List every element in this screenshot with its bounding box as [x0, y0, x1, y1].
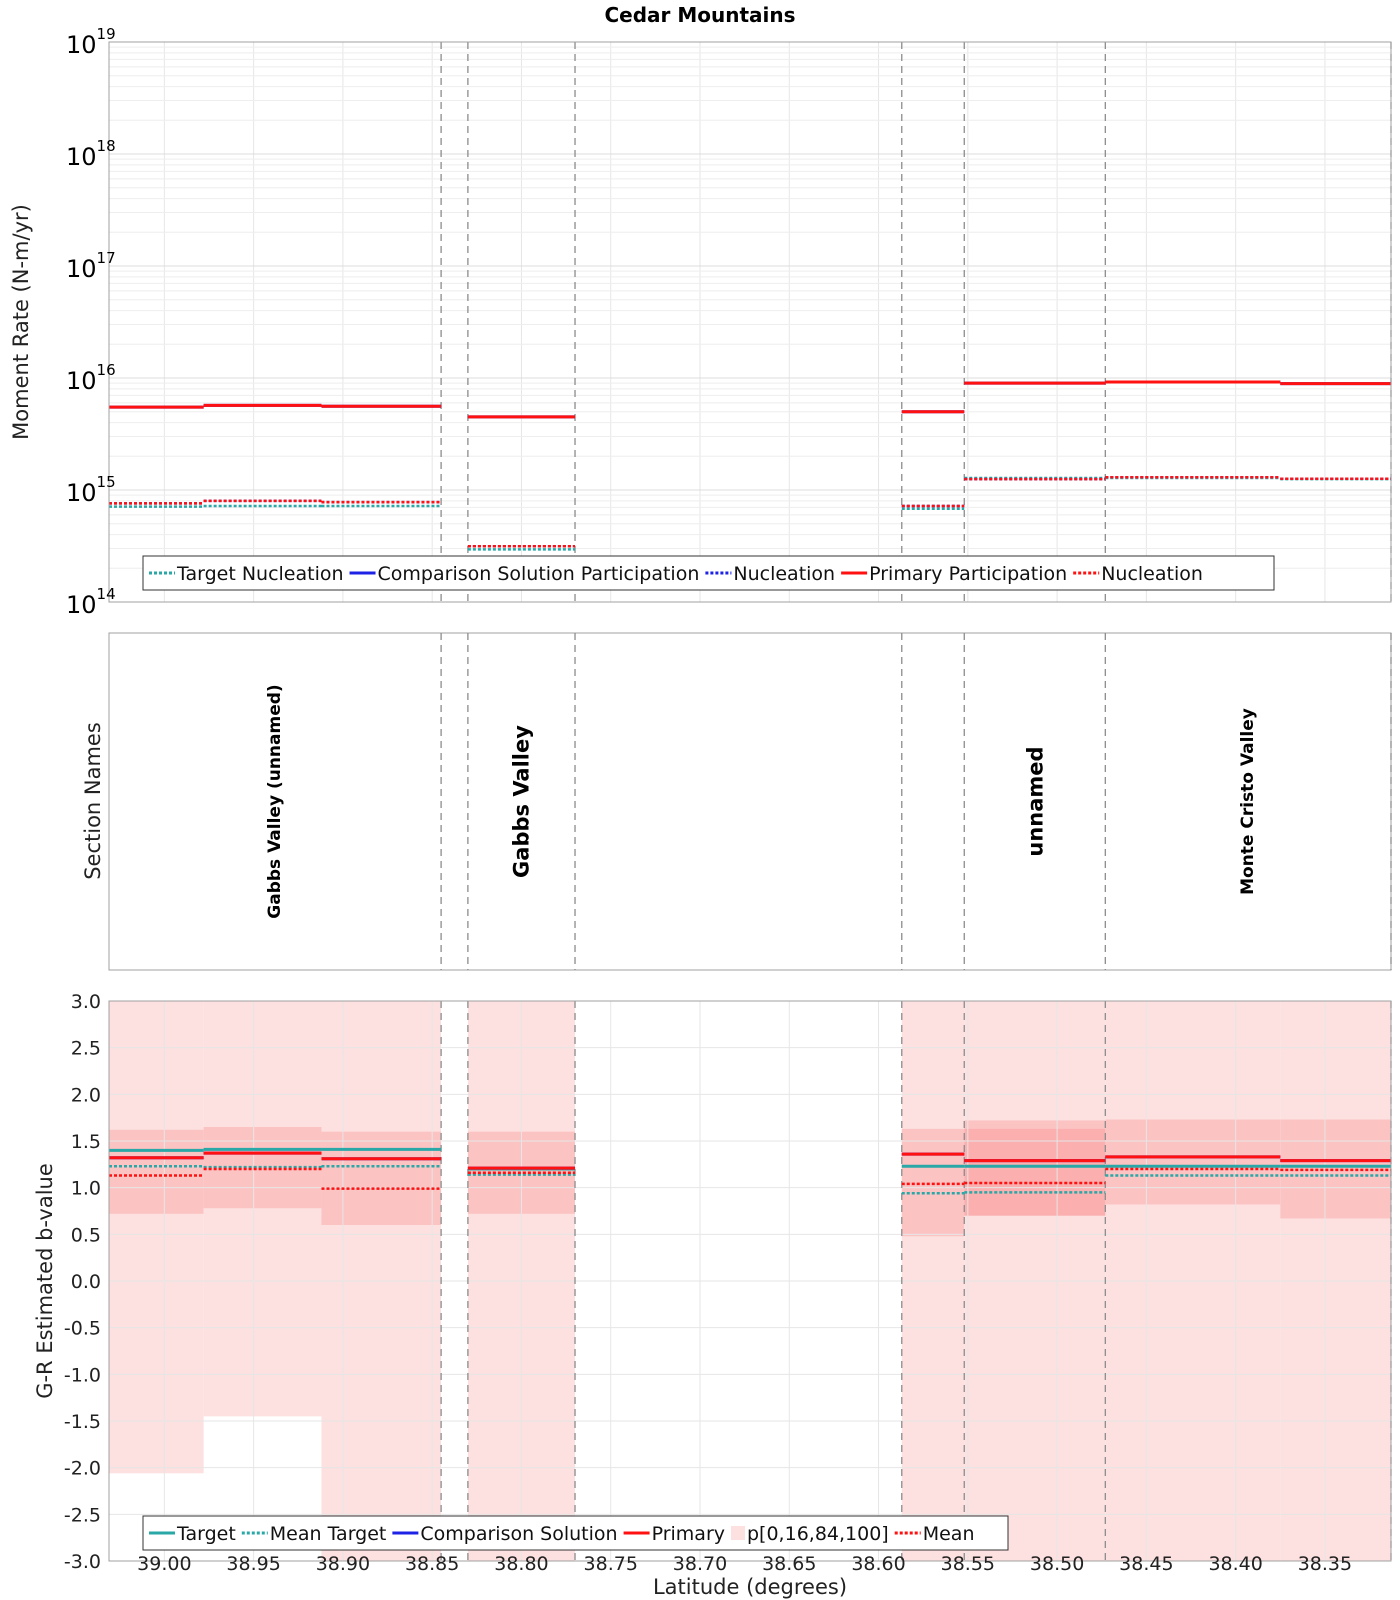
bvalue-y-tick-label: -1.0 — [64, 1364, 101, 1386]
bvalue-y-tick-label: -2.0 — [64, 1458, 101, 1480]
legend-label: Primary — [652, 1523, 725, 1545]
section-y-label: Section Names — [81, 722, 105, 880]
legend-label: Comparison Solution Participation — [378, 563, 700, 585]
x-tick-label: 38.75 — [584, 1553, 638, 1575]
bvalue-y-tick-label: -3.0 — [64, 1551, 101, 1573]
x-tick-label: 39.00 — [137, 1553, 191, 1575]
x-tick-label: 38.90 — [316, 1553, 370, 1575]
bvalue-y-tick-label: 1.0 — [71, 1178, 101, 1200]
x-tick-label: 38.95 — [226, 1553, 280, 1575]
bvalue-y-ticks: 3.0 2.5 2.0 1.5 1.0 0.5 0.0 -0.5 -1.0 -1.5 -2.0 -2.… — [64, 991, 101, 1573]
section-names-panel: Gabbs Valley (unnamed) Gabbs Valley unname… — [81, 632, 1392, 971]
legend-label: Mean — [923, 1523, 975, 1545]
section-boundaries — [440, 633, 1392, 970]
moment-y-tick-label: 1017 — [66, 249, 116, 283]
moment-gridlines — [109, 42, 1391, 603]
x-tick-label: 38.80 — [494, 1553, 548, 1575]
x-tick-label: 38.85 — [405, 1553, 459, 1575]
percentile-band-outer — [109, 1001, 204, 1474]
section-name-label: Gabbs Valley (unnamed) — [265, 684, 285, 918]
bvalue-y-tick-label: -1.5 — [64, 1411, 101, 1433]
percentile-band-inner — [321, 1131, 442, 1225]
x-tick-label: 38.45 — [1119, 1553, 1173, 1575]
moment-y-tick-label: 1014 — [66, 585, 116, 619]
x-tick-label: 38.50 — [1030, 1553, 1084, 1575]
moment-legend: Target Nucleation Comparison Solution Par… — [142, 555, 1275, 591]
moment-rate-panel: 1014 1015 1016 1017 1018 1019 Moment Rate (N-… — [9, 25, 1392, 619]
legend-label: p[0,16,84,100] — [747, 1523, 889, 1545]
moment-series — [109, 380, 1391, 551]
percentile-band-outer — [203, 1001, 322, 1417]
section-name-label: Gabbs Valley — [509, 725, 533, 878]
bvalue-y-tick-label: 2.5 — [71, 1038, 101, 1060]
x-tick-label: 38.40 — [1208, 1553, 1262, 1575]
section-plot-frame — [108, 632, 1392, 971]
section-name-label: Monte Cristo Valley — [1238, 708, 1258, 895]
moment-y-tick-label: 1019 — [66, 25, 116, 59]
bvalue-legend-entries: Target Mean Target Comparison Solution Prim… — [149, 1523, 975, 1545]
chart-title: Cedar Mountains — [604, 3, 795, 27]
x-tick-label: 38.60 — [851, 1553, 905, 1575]
bvalue-y-tick-label: 3.0 — [71, 991, 101, 1013]
percentile-band-inner — [109, 1129, 204, 1214]
moment-y-tick-label: 1015 — [66, 473, 116, 507]
legend-swatch-band — [731, 1526, 745, 1540]
percentile-band-overlap — [964, 1128, 1106, 1216]
x-axis-label: Latitude (degrees) — [653, 1575, 847, 1599]
bvalue-y-tick-label: -0.5 — [64, 1318, 101, 1340]
bvalue-y-tick-label: 2.0 — [71, 1084, 101, 1106]
legend-label: Target Nucleation — [176, 563, 344, 585]
bvalue-legend-box — [142, 1515, 1009, 1551]
moment-y-label: Moment Rate (N-m/yr) — [9, 204, 33, 440]
percentile-band-inner — [1105, 1119, 1281, 1205]
legend-label: Mean Target — [270, 1523, 387, 1545]
bvalue-legend: Target Mean Target Comparison Solution Prim… — [142, 1515, 1009, 1551]
bvalue-plot-frame — [108, 1000, 1392, 1562]
bvalue-y-label: G-R Estimated b-value — [33, 1163, 57, 1399]
x-tick-label: 38.65 — [762, 1553, 816, 1575]
bvalue-series — [109, 1147, 1391, 1195]
x-tick-label: 38.70 — [673, 1553, 727, 1575]
percentile-band-inner — [901, 1128, 965, 1237]
bvalue-y-tick-label: -2.5 — [64, 1504, 101, 1526]
bvalue-panel: 3.0 2.5 2.0 1.5 1.0 0.5 0.0 -0.5 -1.0 -1.5 -2.0 -2.… — [33, 991, 1392, 1573]
legend-label: Target — [176, 1523, 236, 1545]
section-name-labels: Gabbs Valley (unnamed) Gabbs Valley unname… — [265, 684, 1258, 918]
legend-label: Nucleation — [733, 563, 835, 585]
moment-legend-entries: Target Nucleation Comparison Solution Par… — [149, 563, 1203, 585]
x-axis-ticks: 39.00 38.95 38.90 38.85 38.80 38.75 38.70 38.65… — [137, 1553, 1352, 1575]
moment-y-tick-label: 1018 — [66, 137, 116, 171]
bvalue-y-tick-label: 0.5 — [71, 1224, 101, 1246]
section-name-label: unnamed — [1024, 746, 1048, 856]
x-tick-label: 38.35 — [1298, 1553, 1352, 1575]
legend-label: Comparison Solution — [420, 1523, 617, 1545]
bvalue-y-tick-label: 1.5 — [71, 1131, 101, 1153]
moment-section-boundaries — [440, 42, 1392, 602]
bvalue-y-tick-label: 0.0 — [71, 1271, 101, 1293]
legend-label: Primary Participation — [869, 563, 1067, 585]
legend-label: Nucleation — [1101, 563, 1203, 585]
moment-plot-frame — [108, 41, 1392, 603]
moment-y-tick-label: 1016 — [66, 361, 116, 395]
x-tick-label: 38.55 — [941, 1553, 995, 1575]
moment-y-ticks: 1014 1015 1016 1017 1018 1019 — [66, 25, 116, 619]
